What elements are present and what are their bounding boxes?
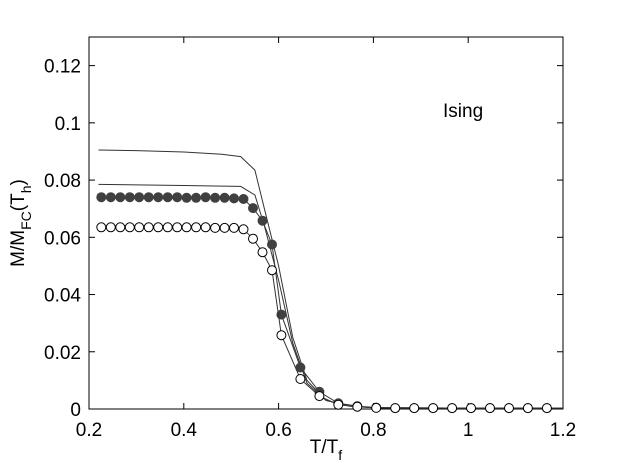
series-3-point (143, 192, 154, 203)
series-4-point (143, 222, 154, 233)
y-tick-label: 0.02 (44, 343, 81, 364)
x-tick-label: 0.8 (360, 420, 386, 441)
series-4-point (371, 402, 382, 413)
x-tick-label: 0.2 (76, 420, 102, 441)
series-4-point (115, 222, 126, 233)
series-3-point (105, 192, 116, 203)
series-4-point (276, 330, 287, 341)
series-4-point (162, 222, 173, 233)
series-3-point (219, 192, 230, 203)
x-axis-label-subscript: f (338, 447, 342, 463)
x-tick-label: 1.2 (550, 420, 576, 441)
x-tick-label: 0.6 (265, 420, 291, 441)
y-axis-label-subscript-2: h (18, 185, 34, 193)
series-3-point (134, 192, 145, 203)
y-tick-label: 0.12 (44, 57, 81, 78)
y-tick-label: 0.08 (44, 171, 81, 192)
series-4-point (153, 222, 164, 233)
series-3-point (229, 193, 239, 204)
series-3-point (257, 215, 268, 226)
series-4-point (229, 222, 239, 233)
series-4-point (447, 403, 458, 414)
y-tick-label: 0.1 (55, 114, 81, 135)
y-tick-label: 0 (70, 400, 81, 421)
series-3-point (248, 203, 258, 214)
annotation-ising: Ising (443, 101, 483, 122)
series-3-point (191, 192, 202, 203)
series-layer (96, 149, 563, 414)
series-3-point (210, 192, 221, 203)
series-4-point (541, 403, 552, 414)
x-axis-label: T/Tf (310, 437, 343, 463)
x-tick-label: 1 (463, 420, 474, 441)
series-4-point (466, 403, 476, 414)
series-3-point (124, 192, 135, 203)
series-3-point (153, 192, 164, 203)
series-4-point (124, 222, 135, 233)
series-4-point (200, 222, 211, 233)
series-4-point (267, 265, 277, 276)
series-4-point (219, 222, 230, 233)
series-3-point (172, 192, 183, 203)
series-4-point (257, 247, 268, 258)
series-4-point (504, 403, 514, 414)
series-4-point (485, 403, 495, 414)
series-4-point (314, 391, 325, 402)
series-4-point (181, 222, 192, 233)
series-4-point (409, 403, 420, 414)
series-4-point (390, 403, 401, 414)
series-3-point (200, 192, 211, 203)
series-4-point (522, 403, 533, 414)
series-4-point (248, 233, 258, 244)
series-4-point (96, 222, 107, 233)
series-3-point (162, 192, 173, 203)
series-3-point (267, 239, 277, 250)
series-4-point (428, 403, 439, 414)
series-4-point (134, 222, 145, 233)
y-tick-label: 0.06 (44, 228, 81, 249)
series-3-point (238, 194, 249, 204)
series-4-point (238, 224, 249, 235)
series-3-point (181, 192, 192, 203)
y-axis-label: M/MFC(Th) (8, 179, 34, 267)
x-tick-label: 0.4 (171, 420, 198, 441)
series-3-point (96, 192, 107, 203)
series-4-point (295, 374, 306, 384)
series-4-point (210, 222, 221, 233)
series-4-point (352, 401, 363, 412)
x-axis-ticks: 0.2 0.4 0.6 0.8 1 1.2 (76, 37, 576, 441)
y-axis-ticks: 0 0.02 0.04 0.06 0.08 0.1 0.12 (44, 57, 563, 421)
series-4-point (105, 222, 116, 233)
series-4-point (172, 222, 183, 233)
series-3-point (115, 192, 126, 203)
y-axis-label-subscript-1: FC (18, 211, 34, 230)
y-tick-label: 0.04 (44, 286, 81, 307)
series-4-point (191, 222, 202, 233)
series-4-point (333, 399, 344, 410)
